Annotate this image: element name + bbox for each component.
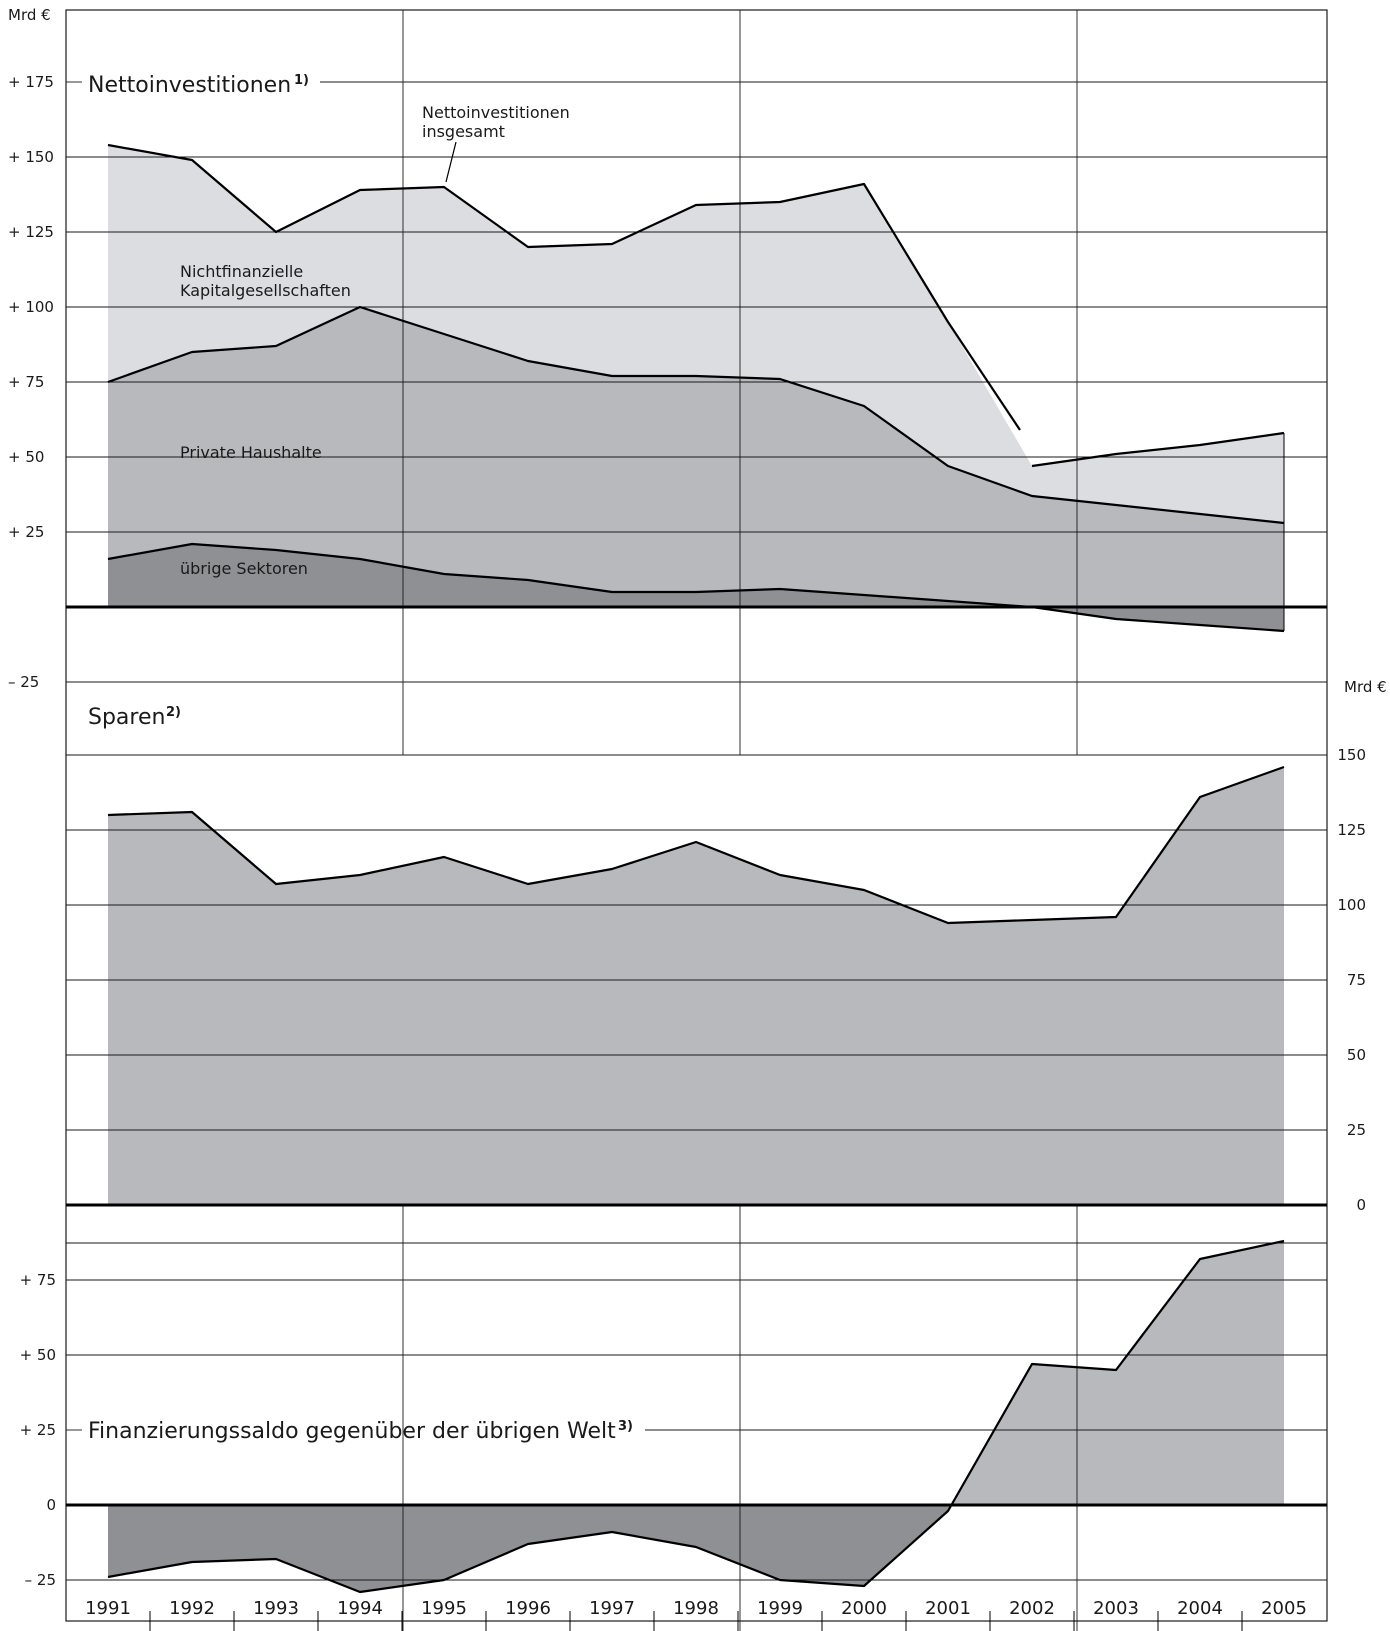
footnote-marker: 1) [294, 73, 309, 88]
x-tick-label: 1995 [421, 1598, 467, 1619]
panel-title: Sparen [88, 705, 165, 730]
y-tick-label: + 175 [8, 73, 54, 91]
line-nettoinvestitionen-insgesamt [1031, 431, 1285, 468]
y-tick-label-right: 75 [1347, 971, 1366, 989]
unit-label-left: Mrd € [8, 6, 51, 24]
line-saldo [107, 1239, 1285, 1594]
y-tick-label-right: 25 [1347, 1121, 1366, 1139]
x-tick-label: 1993 [253, 1598, 299, 1619]
x-tick-label: 1998 [673, 1598, 719, 1619]
area-fills [108, 145, 1284, 1592]
y-tick-label-right: 125 [1337, 821, 1366, 839]
line-uebrige-sektoren [107, 542, 1285, 633]
footnote-marker: 2) [166, 705, 181, 720]
x-tick-label: 2002 [1009, 1598, 1055, 1619]
y-tick-label: + 100 [8, 298, 54, 316]
x-tick-label: 1991 [85, 1598, 131, 1619]
y-tick-label: + 75 [8, 373, 44, 391]
y-tick-label: + 25 [8, 523, 44, 541]
series-label: Nichtfinanzielle [180, 262, 303, 281]
x-tick-label: 2000 [841, 1598, 887, 1619]
series-label: Private Haushalte [180, 443, 322, 462]
annotation-label: Nettoinvestitionen [422, 103, 570, 122]
y-tick-label-right: 150 [1337, 746, 1366, 764]
unit-label-right: Mrd € [1344, 678, 1387, 696]
y-tick-label: + 75 [20, 1271, 56, 1289]
plot-frame [65, 9, 1328, 1622]
x-tick-label: 2001 [925, 1598, 971, 1619]
annotation-label: insgesamt [422, 122, 505, 141]
y-tick-label: + 125 [8, 223, 54, 241]
series-label: übrige Sektoren [180, 559, 308, 578]
x-tick-label: 1992 [169, 1598, 215, 1619]
x-tick-label: 2005 [1261, 1598, 1307, 1619]
x-tick-label: 2003 [1093, 1598, 1139, 1619]
x-tick-label: 1999 [757, 1598, 803, 1619]
y-tick-label: – 25 [8, 673, 39, 691]
series-label: Kapitalgesellschaften [180, 281, 351, 300]
area-saldo-negative [108, 1505, 952, 1592]
y-tick-label: + 50 [8, 448, 44, 466]
footnote-marker: 3) [618, 1419, 633, 1434]
y-tick-label: + 25 [20, 1421, 56, 1439]
x-tick-label: 1996 [505, 1598, 551, 1619]
x-tick-label: 1997 [589, 1598, 635, 1619]
area-private-haushalte [108, 307, 1284, 631]
y-tick-label: – 25 [25, 1571, 56, 1589]
y-tick-label-right: 50 [1347, 1046, 1366, 1064]
chart-text: + 175 + 150 + 125 + 100 + 75 + 50 + 25 – 25 Mrd … [8, 6, 1387, 1619]
annotation-pointer [445, 141, 457, 183]
line-sparen [107, 765, 1285, 925]
y-tick-label: + 50 [20, 1346, 56, 1364]
y-tick-label-right: 0 [1356, 1196, 1366, 1214]
x-tick-label: 1994 [337, 1598, 383, 1619]
line-nettoinvestitionen-insgesamt [107, 143, 1021, 431]
series-outlines [66, 141, 1327, 1594]
area-sparen [108, 767, 1284, 1205]
y-tick-label: 0 [46, 1496, 56, 1514]
y-tick-label-right: 100 [1337, 896, 1366, 914]
y-tick-label: + 150 [8, 148, 54, 166]
panel-title: Finanzierungssaldo gegenüber der übrigen… [88, 1419, 616, 1444]
panel-title: Nettoinvestitionen [88, 73, 291, 98]
x-tick-label: 2004 [1177, 1598, 1223, 1619]
area-nichtfinanzielle [108, 145, 1284, 523]
area-saldo-positive [951, 1241, 1284, 1505]
line-private-haushalte [107, 305, 1285, 525]
